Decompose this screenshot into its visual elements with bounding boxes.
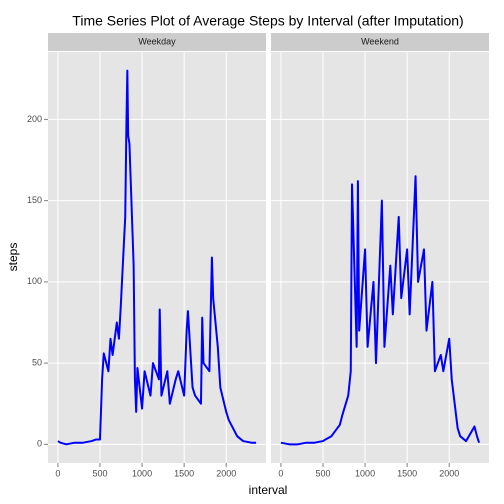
y-axis-label: steps	[6, 243, 20, 272]
x-tick-label: 1000	[132, 468, 152, 478]
y-tick-label: 50	[32, 357, 42, 367]
strip-label: Weekday	[138, 36, 176, 46]
strip-label: Weekend	[361, 36, 399, 46]
line	[57, 69, 257, 446]
y-tick-label: 0	[37, 439, 42, 449]
x-tick-label: 2000	[216, 468, 236, 478]
y-tick-label: 200	[27, 114, 42, 124]
x-axis-label: interval	[249, 483, 288, 497]
x-tick-label: 0	[278, 468, 283, 478]
strip	[48, 33, 266, 51]
x-tick-label: 1000	[355, 468, 375, 478]
y-tick-label: 150	[27, 195, 42, 205]
chart-title: Time Series Plot of Average Steps by Int…	[72, 13, 463, 29]
x-tick-label: 2000	[439, 468, 459, 478]
strip	[271, 33, 489, 51]
x-tick-label: 1500	[397, 468, 417, 478]
x-tick-label: 500	[315, 468, 330, 478]
panel-background	[48, 52, 266, 463]
x-tick-label: 0	[55, 468, 60, 478]
x-tick-label: 1500	[174, 468, 194, 478]
x-tick-label: 500	[92, 468, 107, 478]
y-tick-label: 100	[27, 276, 42, 286]
line	[280, 175, 481, 446]
